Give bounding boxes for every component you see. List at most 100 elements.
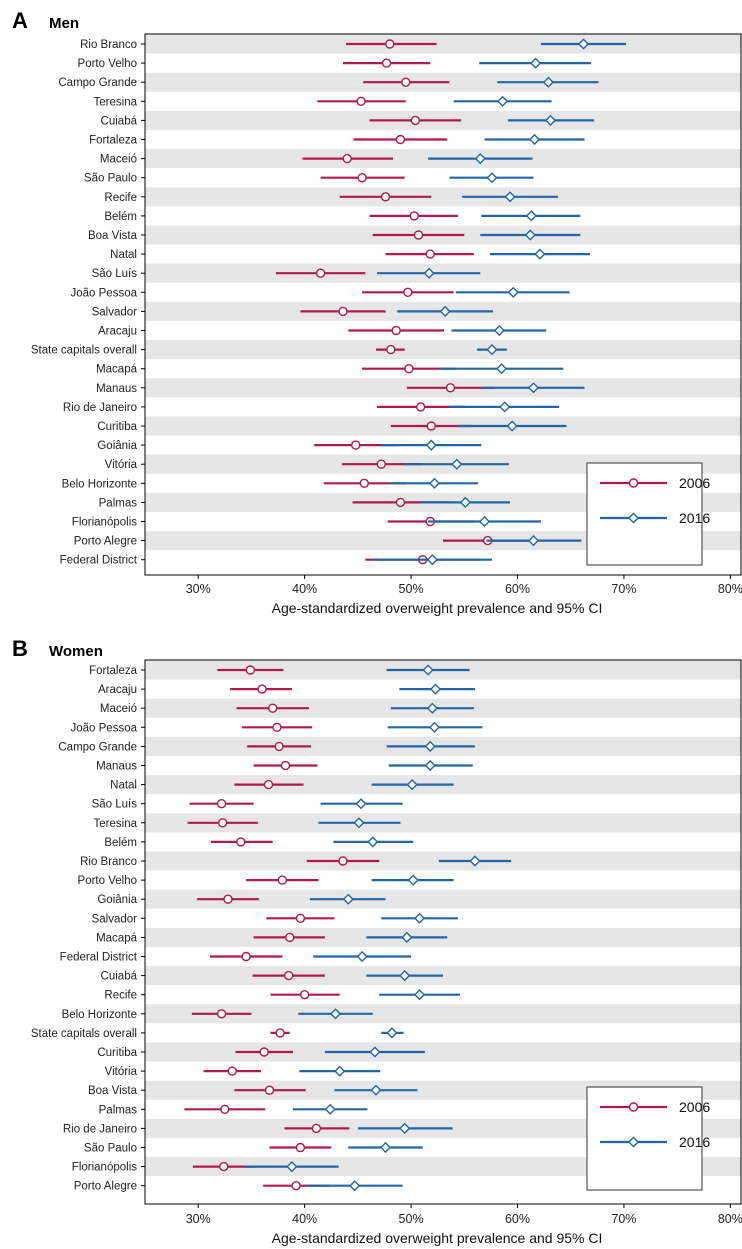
legend-label-2016: 2016 bbox=[679, 510, 710, 526]
point-estimate-2016 bbox=[355, 798, 367, 810]
x-tick-label: 80% bbox=[718, 582, 742, 596]
row-band bbox=[145, 1004, 741, 1024]
point-estimate-2006 bbox=[285, 932, 295, 943]
point-estimate-2006 bbox=[409, 211, 419, 221]
point-estimate-2006 bbox=[357, 172, 367, 183]
point-estimate-2006 bbox=[380, 192, 391, 202]
point-estimate-2006 bbox=[342, 153, 352, 164]
legend-label-2016: 2016 bbox=[679, 1134, 710, 1150]
point-estimate-2006 bbox=[410, 115, 421, 126]
legend-label-2006: 2006 bbox=[679, 475, 710, 491]
panel-b: B Women Fortaleza Aracaju Maceió João Pessoa C… bbox=[12, 636, 742, 1246]
point-estimate-2006 bbox=[236, 837, 246, 847]
point-estimate-2006 bbox=[291, 1180, 301, 1191]
point-estimate-2016 bbox=[324, 1103, 336, 1115]
point-estimate-2006 bbox=[425, 249, 435, 259]
row-label: Porto Alegre bbox=[74, 1181, 137, 1193]
point-estimate-2016 bbox=[527, 382, 540, 394]
point-estimate-2006 bbox=[263, 779, 274, 790]
point-estimate-2006 bbox=[403, 287, 413, 297]
panel-title: Men bbox=[49, 15, 79, 32]
row-label: Macapá bbox=[96, 932, 138, 944]
panel-title: Women bbox=[49, 643, 103, 660]
point-estimate-2006 bbox=[257, 684, 267, 694]
point-estimate-2016 bbox=[577, 38, 590, 50]
plot-frame bbox=[144, 33, 742, 576]
row-label: Rio de Janeiro bbox=[63, 1123, 137, 1135]
legend: 2006 2016 bbox=[586, 1086, 710, 1191]
row-label: Recife bbox=[104, 192, 137, 204]
x-tick-label: 50% bbox=[399, 1212, 424, 1226]
point-estimate-2006 bbox=[311, 1123, 322, 1134]
point-estimate-2016 bbox=[426, 554, 438, 566]
row-label: Cuiabá bbox=[101, 971, 138, 983]
point-estimate-2016 bbox=[424, 759, 436, 772]
legend-box bbox=[586, 462, 703, 566]
point-estimate-2016 bbox=[399, 1122, 411, 1134]
point-estimate-2016 bbox=[401, 931, 413, 943]
point-estimate-2006 bbox=[268, 703, 278, 713]
row-label: Federal District bbox=[60, 555, 138, 567]
row-label: Campo Grande bbox=[58, 741, 137, 753]
row-label: Florianópolis bbox=[72, 1162, 137, 1174]
point-estimate-2016 bbox=[425, 439, 437, 451]
point-estimate-2016 bbox=[423, 267, 435, 279]
point-estimate-2006 bbox=[315, 268, 326, 278]
row-label: Natal bbox=[110, 780, 137, 792]
point-estimate-2006 bbox=[359, 478, 369, 488]
row-label: Vitória bbox=[105, 1066, 138, 1078]
row-label: Palmas bbox=[99, 1104, 138, 1116]
row-label: Macapá bbox=[96, 364, 138, 376]
point-estimate-2016 bbox=[428, 721, 441, 733]
legend-box bbox=[586, 1086, 703, 1191]
x-tick-label: 40% bbox=[292, 582, 317, 596]
point-estimate-2006 bbox=[245, 665, 256, 675]
row-label: Palmas bbox=[99, 497, 138, 509]
x-tick-label: 30% bbox=[186, 1212, 211, 1226]
point-estimate-2016 bbox=[399, 970, 411, 982]
point-estimate-2006 bbox=[216, 1009, 227, 1019]
row-label: Maceió bbox=[100, 703, 137, 715]
row-label: Teresina bbox=[94, 818, 138, 830]
row-label: State capitals overall bbox=[31, 345, 137, 357]
point-estimate-2006 bbox=[223, 894, 233, 904]
row-label: Federal District bbox=[60, 952, 138, 964]
point-estimate-2016 bbox=[486, 344, 498, 356]
legend-marker-2006 bbox=[628, 1102, 639, 1112]
row-label: Boa Vista bbox=[88, 1085, 138, 1097]
point-estimate-2006 bbox=[264, 1085, 275, 1095]
point-estimate-2016 bbox=[367, 836, 379, 848]
point-estimate-2016 bbox=[406, 779, 418, 791]
point-estimate-2016 bbox=[429, 683, 442, 695]
point-estimate-2006 bbox=[338, 306, 348, 317]
point-estimate-2016 bbox=[459, 496, 471, 508]
row-label: Natal bbox=[110, 249, 137, 261]
point-estimate-2006 bbox=[376, 459, 386, 469]
point-estimate-2006 bbox=[386, 344, 396, 355]
row-label: Salvador bbox=[92, 913, 138, 925]
point-estimate-2016 bbox=[497, 95, 509, 107]
row-label: Cuiabá bbox=[101, 115, 138, 127]
point-estimate-2016 bbox=[451, 458, 463, 470]
point-estimate-2016 bbox=[426, 702, 438, 714]
panel-letter: B bbox=[12, 636, 28, 661]
legend-marker-2006 bbox=[628, 478, 639, 488]
row-label: São Paulo bbox=[84, 173, 137, 185]
legend-marker-2016 bbox=[627, 512, 640, 524]
row-label: State capitals overall bbox=[31, 1028, 137, 1040]
row-label: Porto Velho bbox=[78, 58, 137, 70]
legend-label-2006: 2006 bbox=[679, 1099, 710, 1115]
point-estimate-2016 bbox=[534, 248, 546, 260]
row-label: Campo Grande bbox=[58, 77, 137, 89]
point-estimate-2006 bbox=[299, 990, 310, 1000]
point-estimate-2006 bbox=[241, 951, 251, 962]
x-tick-label: 70% bbox=[611, 1212, 636, 1226]
row-label: Maceió bbox=[100, 154, 137, 166]
point-estimate-2006 bbox=[283, 970, 294, 981]
row-label: Teresina bbox=[94, 96, 138, 108]
point-estimate-2006 bbox=[385, 39, 395, 49]
point-estimate-2006 bbox=[295, 1142, 306, 1153]
row-label: João Pessoa bbox=[71, 287, 138, 299]
row-label: Rio Branco bbox=[80, 856, 137, 868]
